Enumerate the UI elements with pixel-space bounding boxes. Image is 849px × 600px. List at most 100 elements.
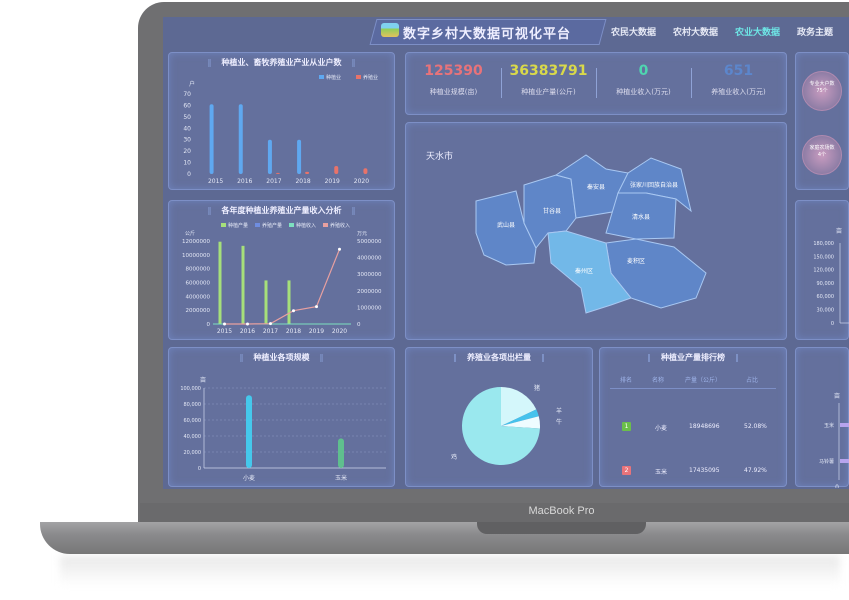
bar-breeding <box>334 166 339 174</box>
circle-large-households: 专业大户数 75个 <box>802 71 842 111</box>
crop-output: 18948696 <box>689 423 720 430</box>
nav-farmers[interactable]: 农民大数据 <box>611 28 657 38</box>
circle-label: 专业大户数 <box>809 81 835 87</box>
y-axis-unit: 公斤 <box>185 230 195 237</box>
bar-breeding <box>363 168 368 174</box>
x-tick-label: 2020 <box>332 328 347 335</box>
bar-planting <box>297 139 302 174</box>
y-tick-label: 120,000 <box>813 268 834 274</box>
laptop-base <box>40 522 849 554</box>
rank-badge: 1 <box>622 422 631 431</box>
district-map: 秦安县 张家川回族自治县 甘谷县 武山县 清水县 秦州区 麦积区 <box>475 154 707 314</box>
x-tick-label: 2019 <box>309 328 324 335</box>
legend-swatch <box>319 75 324 79</box>
y-tick-label: 4000000 <box>186 294 211 300</box>
stat-label: 种植业规模(亩) <box>429 88 478 96</box>
nav-agriculture[interactable]: 农业大数据 <box>735 28 781 38</box>
stat-label: 种植业产量(公斤) <box>521 88 576 96</box>
bar-planting-output <box>218 241 222 324</box>
y-tick-label: 6000000 <box>186 281 211 287</box>
bar-breeding <box>305 171 310 174</box>
y-tick-label: 150,000 <box>813 254 834 260</box>
x-tick-label: 2018 <box>286 328 301 335</box>
y2-tick-label: 5000000 <box>357 239 382 245</box>
device-label: MacBook Pro <box>528 505 595 517</box>
y-tick-label: 20 <box>183 148 191 155</box>
y-category-label: 玉米 <box>824 422 834 429</box>
y2-tick-label: 2000000 <box>357 289 382 295</box>
y-tick-label: 10000000 <box>182 253 210 259</box>
map-region-qinzhou[interactable] <box>547 230 632 314</box>
legend-label: 养殖产量 <box>262 222 282 229</box>
bar-planting <box>267 139 272 174</box>
nav-government[interactable]: 政务主题 <box>797 28 834 38</box>
y-tick-label: 40,000 <box>184 434 202 440</box>
y-tick-label: 60 <box>183 102 191 109</box>
planting-scale-panel: 种植业各项规模 0 20,000 40,000 60,000 80,000 100,000… <box>168 347 395 487</box>
bar-wheat <box>246 395 252 468</box>
x-tick-label: 2017 <box>263 328 278 335</box>
divider <box>691 68 692 98</box>
ranking-panel: 种植业产量排行榜 排名 名称 产量（公斤） 占比 1 小麦 18948696 5… <box>599 347 787 487</box>
y2-axis-unit: 万元 <box>357 231 367 237</box>
column-header: 占比 <box>746 377 759 384</box>
map-region-qingshui[interactable] <box>605 192 677 240</box>
laptop-notch <box>477 522 646 534</box>
map-label: 秦州区 <box>575 267 593 275</box>
line-point <box>292 309 295 313</box>
column-header: 产量（公斤） <box>685 377 722 384</box>
map-region-wushan[interactable] <box>475 190 537 266</box>
legend-label: 种植收入 <box>296 222 316 229</box>
logo-icon <box>381 23 399 37</box>
circle-family-farms: 家庭农场数 4个 <box>802 135 842 175</box>
map-label: 甘谷县 <box>543 207 561 215</box>
bar <box>840 459 849 463</box>
y-axis-unit: 户 <box>189 80 195 88</box>
laptop-shadow <box>60 556 840 586</box>
output-income-chart: 0200000040000006000000800000010000000120… <box>182 222 382 335</box>
legend-swatch <box>221 223 226 227</box>
y-tick-label: 0 <box>198 466 201 472</box>
pie-label: 鸡 <box>451 453 457 461</box>
x-tick-label: 2019 <box>325 178 340 185</box>
farm-stats-panel: 专业大户数 75个 家庭农场数 4个 <box>795 52 849 190</box>
output-income-panel: 各年度种植业养殖业产量收入分析 0 2000000 4000000 6000000 80… <box>168 200 395 340</box>
bar-planting-output <box>264 280 268 324</box>
map-label: 麦积区 <box>627 257 645 265</box>
y-tick-label: 0 <box>207 322 211 328</box>
legend-swatch <box>255 223 260 227</box>
y2-tick-label: 3000000 <box>357 272 382 278</box>
pie-slice <box>462 387 540 465</box>
y-tick-label: 40 <box>183 125 191 132</box>
y-axis-unit: 亩 <box>200 376 206 384</box>
map-panel: 天水市 秦安县 张家川回族自治县 甘谷县 武山县 清水县 秦州区 麦积区 <box>405 122 787 340</box>
y-tick-label: 50 <box>183 114 191 121</box>
panel-title: 各年度种植业养殖业产量收入分析 <box>169 205 394 216</box>
x-tick-label: 2020 <box>354 178 369 185</box>
page-title: 数字乡村大数据可视化平台 <box>403 27 572 42</box>
y-tick-label: 12000000 <box>182 239 210 245</box>
legend-label: 养殖收入 <box>330 222 350 229</box>
y-tick-label: 0 <box>187 171 191 178</box>
panel-title: 种植业、畜牧养殖业产业从业户数 <box>169 57 394 68</box>
line-point <box>269 322 272 326</box>
crop-share: 47.92% <box>744 467 767 474</box>
line-point <box>315 305 318 309</box>
crop-name: 玉米 <box>655 469 668 476</box>
legend-label: 种植产量 <box>228 222 248 229</box>
pie-label: 猪 <box>534 384 540 392</box>
line-breeding-income <box>224 249 341 325</box>
pie-slice <box>501 416 540 429</box>
legend-label: 养殖业 <box>363 74 378 81</box>
bar-planting-output <box>287 280 291 324</box>
y-tick-label: 60,000 <box>184 418 202 424</box>
crop-output: 17435095 <box>689 467 720 474</box>
column-header: 排名 <box>620 377 633 384</box>
y-tick-label: 90,000 <box>817 281 835 287</box>
y-tick-label: 100,000 <box>180 386 201 392</box>
nav-village[interactable]: 农村大数据 <box>673 28 719 38</box>
divider <box>501 68 502 98</box>
bar-planting <box>209 104 214 174</box>
y-tick-label: 2000000 <box>186 308 211 314</box>
